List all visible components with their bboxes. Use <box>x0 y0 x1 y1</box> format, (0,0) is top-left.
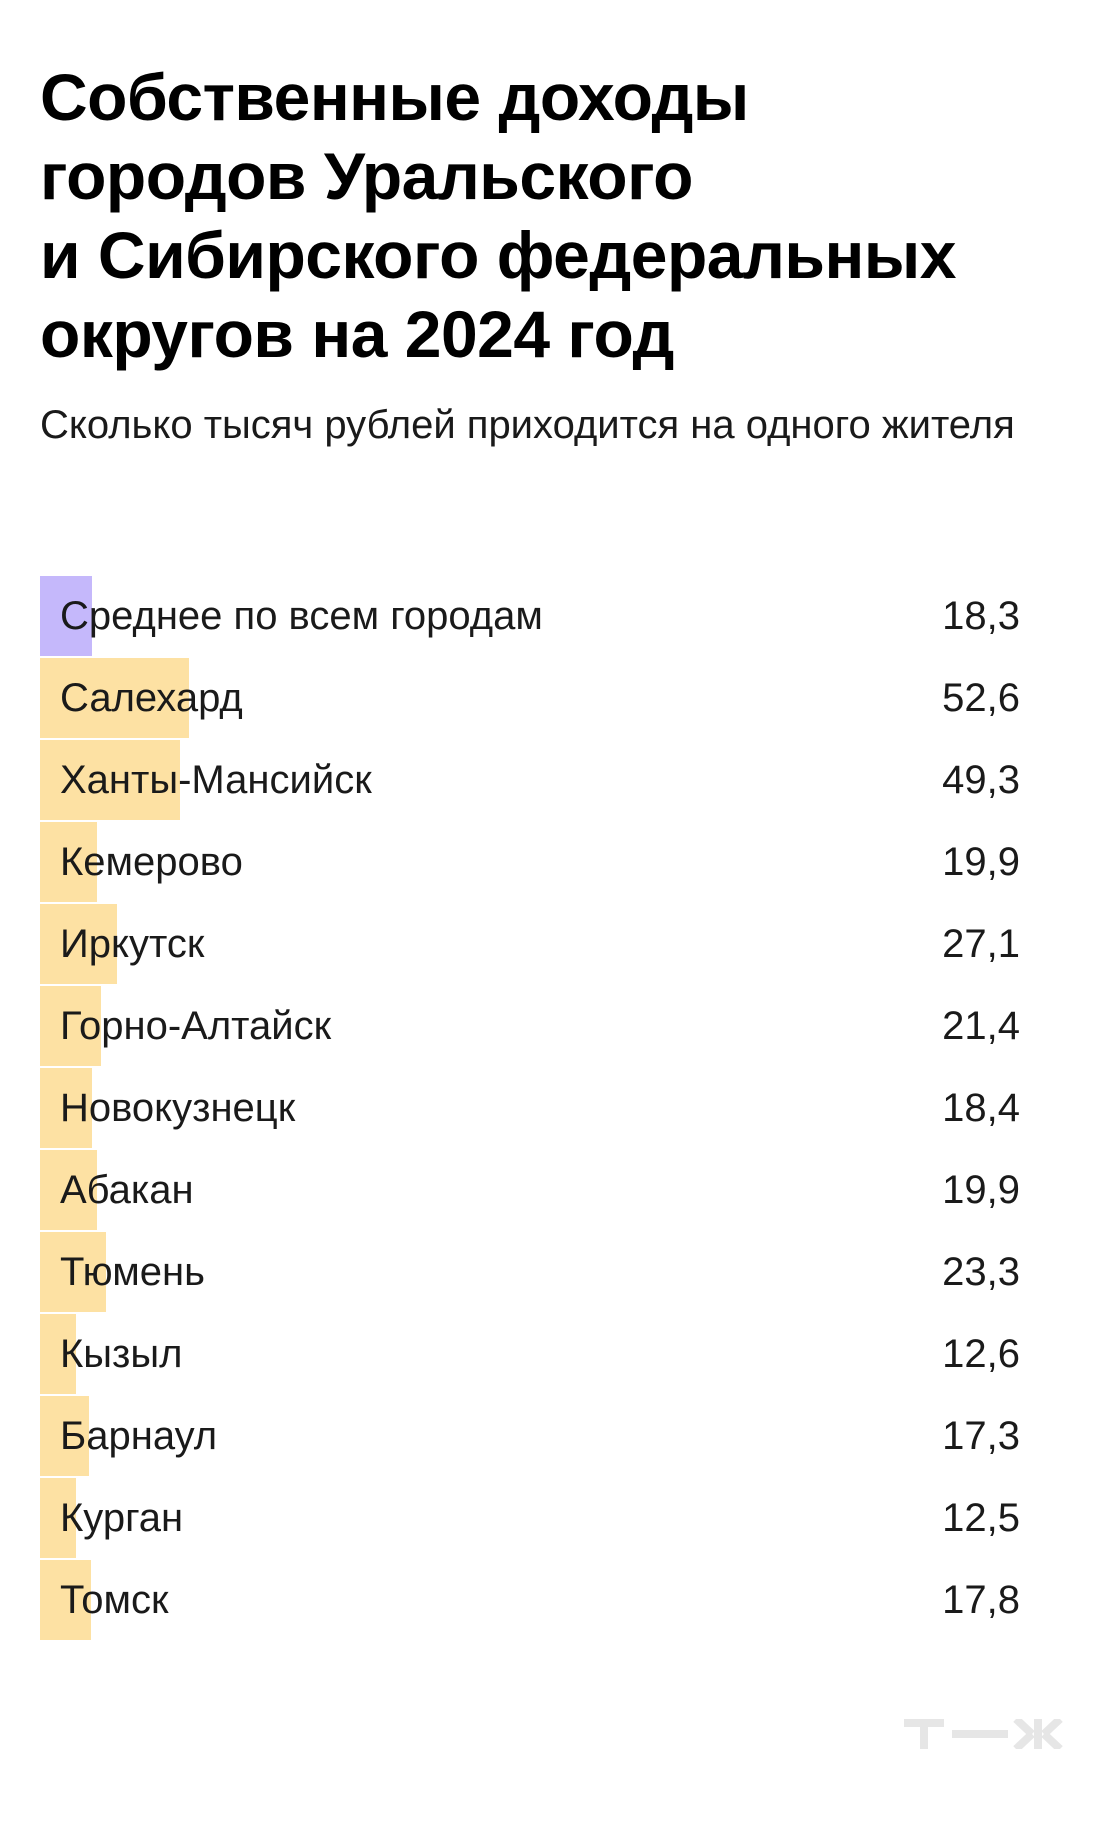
category-label: Абакан <box>60 1168 194 1212</box>
category-label: Кемерово <box>60 840 243 884</box>
value-label: 27,1 <box>942 922 1020 966</box>
category-label: Курган <box>60 1496 184 1540</box>
category-label: Горно-Алтайск <box>60 1004 332 1048</box>
category-label: Кызыл <box>60 1332 183 1376</box>
value-label: 19,9 <box>942 840 1020 884</box>
city-bar <box>40 1068 93 1148</box>
city-row: Кемерово 19,9 <box>40 822 1020 902</box>
value-label: 12,6 <box>942 1332 1020 1376</box>
category-label: Томск <box>60 1578 169 1622</box>
category-label: Иркутск <box>60 922 205 966</box>
city-bar <box>40 1560 91 1640</box>
chart-title: Собственные доходы городов Уральского и … <box>40 60 956 371</box>
city-bar <box>40 740 181 820</box>
city-row: Ханты-Мансийск 49,3 <box>40 740 1020 820</box>
value-label: 17,8 <box>942 1578 1020 1622</box>
city-row: Абакан 19,9 <box>40 1150 1020 1230</box>
value-label: 49,3 <box>942 758 1020 802</box>
city-bar <box>40 1478 76 1558</box>
value-label: 52,6 <box>942 676 1020 720</box>
category-label: Ханты-Мансийск <box>60 758 372 802</box>
city-row: Новокузнецк 18,4 <box>40 1068 1020 1148</box>
city-bar <box>40 1396 90 1476</box>
category-label: Новокузнецк <box>60 1086 296 1130</box>
city-row: Иркутск 27,1 <box>40 904 1020 984</box>
category-label: Среднее по всем городам <box>60 594 543 638</box>
average-bar <box>40 576 92 656</box>
city-row: Горно-Алтайск 21,4 <box>40 986 1020 1066</box>
city-row: Курган 12,5 <box>40 1478 1020 1558</box>
value-label: 19,9 <box>942 1168 1020 1212</box>
value-label: 23,3 <box>942 1250 1020 1294</box>
category-label: Барнаул <box>60 1414 218 1458</box>
city-bar <box>40 658 190 738</box>
city-bar <box>40 1314 76 1394</box>
category-label: Тюмень <box>60 1250 205 1294</box>
city-bar <box>40 986 101 1066</box>
value-label: 21,4 <box>942 1004 1020 1048</box>
value-label: 18,3 <box>942 594 1020 638</box>
city-bar <box>40 904 117 984</box>
city-bar <box>40 1232 107 1312</box>
city-row: Тюмень 23,3 <box>40 1232 1020 1312</box>
value-label: 12,5 <box>942 1496 1020 1540</box>
city-bar <box>40 1150 97 1230</box>
city-row: Томск 17,8 <box>40 1560 1020 1640</box>
average-row: Среднее по всем городам 18,3 <box>40 576 1020 656</box>
city-bar <box>40 822 97 902</box>
bar-chart: Среднее по всем городам 18,3 Салехард 52,6 Х… <box>40 576 1020 1640</box>
tzh-logo-icon <box>904 1719 1063 1749</box>
city-row: Салехард 52,6 <box>40 658 1020 738</box>
city-row: Кызыл 12,6 <box>40 1314 1020 1394</box>
chart-subtitle: Сколько тысяч рублей приходится на одног… <box>40 403 1015 447</box>
category-label: Салехард <box>60 676 243 720</box>
city-row: Барнаул 17,3 <box>40 1396 1020 1476</box>
value-label: 18,4 <box>942 1086 1020 1130</box>
value-label: 17,3 <box>942 1414 1020 1458</box>
